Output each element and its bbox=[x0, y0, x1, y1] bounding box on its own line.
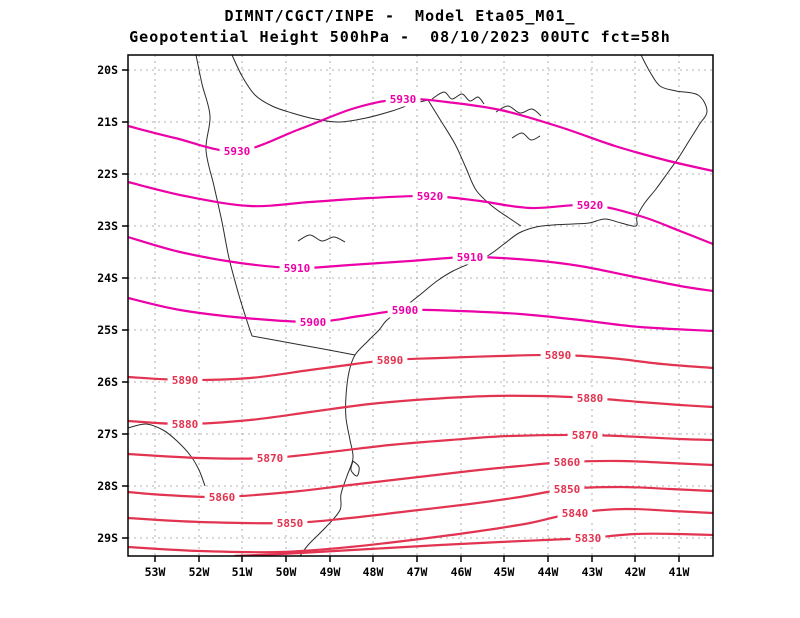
contour-label-bg-5930 bbox=[385, 91, 421, 107]
contour-label-5890: 5890 bbox=[172, 374, 199, 387]
x-axis-label-47W: 47W bbox=[407, 565, 428, 579]
contour-line-5920 bbox=[128, 180, 713, 246]
contour-label-bg-5830 bbox=[570, 530, 606, 546]
y-axis-label-29S: 29S bbox=[97, 531, 118, 545]
contour-line-5850 bbox=[128, 485, 713, 525]
contour-label-5860: 5860 bbox=[209, 491, 236, 504]
contour-label-5930: 5930 bbox=[390, 93, 417, 106]
contour-label-bg-5910 bbox=[279, 260, 315, 276]
map-outline-sp-pr-border bbox=[251, 335, 356, 356]
contour-line-5840 bbox=[128, 507, 713, 554]
contour-label-5830: 5830 bbox=[575, 532, 602, 545]
contour-label-bg-5870 bbox=[252, 450, 288, 466]
x-axis-label-41W: 41W bbox=[669, 565, 690, 579]
x-axis-label-46W: 46W bbox=[451, 565, 472, 579]
contour-label-5850: 5850 bbox=[277, 517, 304, 530]
x-axis-label-44W: 44W bbox=[538, 565, 559, 579]
map-outline-reservoir-a bbox=[431, 91, 485, 105]
contour-label-bg-5880 bbox=[167, 416, 203, 432]
contour-label-5870: 5870 bbox=[257, 452, 284, 465]
y-axis-label-22S: 22S bbox=[97, 167, 118, 181]
map-outline-reservoir-c bbox=[511, 132, 541, 141]
chart-title-line1: DIMNT/CGCT/INPE - Model Eta05_M01_ bbox=[224, 7, 576, 25]
map-outline-west-river bbox=[128, 423, 206, 487]
map-outline-parana-river bbox=[195, 55, 253, 337]
map-outline-coastline bbox=[299, 55, 708, 556]
y-axis-label-25S: 25S bbox=[97, 323, 118, 337]
x-axis-label-50W: 50W bbox=[276, 565, 297, 579]
map-outline-florianopolis-island bbox=[350, 460, 360, 477]
y-axis-label-23S: 23S bbox=[97, 219, 118, 233]
contour-label-bg-5890 bbox=[372, 352, 408, 368]
contour-line-5930 bbox=[128, 97, 713, 173]
contour-label-bg-5860 bbox=[204, 489, 240, 505]
y-axis-label-28S: 28S bbox=[97, 479, 118, 493]
contour-label-5910: 5910 bbox=[457, 251, 484, 264]
contour-label-bg-5860 bbox=[549, 454, 585, 470]
contour-label-bg-5900 bbox=[387, 302, 423, 318]
map-outline-reservoir-b bbox=[495, 105, 542, 117]
y-axis-label-24S: 24S bbox=[97, 271, 118, 285]
contour-label-bg-5840 bbox=[557, 505, 593, 521]
contour-label-bg-5930 bbox=[219, 143, 255, 159]
y-axis-label-26S: 26S bbox=[97, 375, 118, 389]
map-outline-north-border bbox=[231, 55, 429, 123]
contour-label-5890: 5890 bbox=[377, 354, 404, 367]
y-axis-label-21S: 21S bbox=[97, 115, 118, 129]
x-axis-label-51W: 51W bbox=[232, 565, 253, 579]
x-axis-label-42W: 42W bbox=[625, 565, 646, 579]
contour-label-bg-5890 bbox=[167, 372, 203, 388]
contour-line-5830 bbox=[233, 532, 713, 556]
contour-label-5920: 5920 bbox=[417, 190, 444, 203]
chart-title-block: DIMNT/CGCT/INPE - Model Eta05_M01_ Geopo… bbox=[0, 6, 800, 48]
contour-line-5890 bbox=[128, 353, 713, 382]
contour-label-5880: 5880 bbox=[172, 418, 199, 431]
contour-label-bg-5900 bbox=[295, 314, 331, 330]
y-axis-label-27S: 27S bbox=[97, 427, 118, 441]
y-axis-label-20S: 20S bbox=[97, 63, 118, 77]
plot-frame bbox=[127, 54, 714, 557]
x-axis-label-45W: 45W bbox=[494, 565, 515, 579]
contour-label-5930: 5930 bbox=[224, 145, 251, 158]
x-axis-label-52W: 52W bbox=[189, 565, 210, 579]
contour-label-5840: 5840 bbox=[562, 507, 589, 520]
contour-label-5870: 5870 bbox=[572, 429, 599, 442]
contour-line-5880 bbox=[128, 394, 713, 426]
contour-label-bg-5850 bbox=[272, 515, 308, 531]
contour-label-5850: 5850 bbox=[554, 483, 581, 496]
contour-label-bg-5870 bbox=[567, 427, 603, 443]
contour-label-5920: 5920 bbox=[577, 199, 604, 212]
contour-line-5870 bbox=[128, 433, 713, 460]
contour-line-5910 bbox=[128, 235, 713, 293]
contour-label-bg-5890 bbox=[540, 347, 576, 363]
contour-label-bg-5920 bbox=[572, 197, 608, 213]
chart-title-line2: Geopotential Height 500hPa - 08/10/2023 … bbox=[129, 28, 671, 46]
plot-area: 5930 5930 5920 5920 5910 5910 5900 5900 5890 5890… bbox=[128, 55, 713, 556]
contour-label-5900: 5900 bbox=[300, 316, 327, 329]
x-axis-label-43W: 43W bbox=[582, 565, 603, 579]
contour-label-5880: 5880 bbox=[577, 392, 604, 405]
contour-label-bg-5920 bbox=[412, 188, 448, 204]
contour-label-5890: 5890 bbox=[545, 349, 572, 362]
map-outline-tiete-river bbox=[297, 234, 346, 243]
contour-label-bg-5880 bbox=[572, 390, 608, 406]
contour-label-bg-5910 bbox=[452, 249, 488, 265]
contour-label-5900: 5900 bbox=[392, 304, 419, 317]
map-outline-mg-rj-border bbox=[427, 99, 522, 227]
x-axis-label-49W: 49W bbox=[320, 565, 341, 579]
contour-label-bg-5850 bbox=[549, 481, 585, 497]
contour-label-5860: 5860 bbox=[554, 456, 581, 469]
contour-label-5910: 5910 bbox=[284, 262, 311, 275]
x-axis-label-53W: 53W bbox=[145, 565, 166, 579]
x-axis-label-48W: 48W bbox=[363, 565, 384, 579]
